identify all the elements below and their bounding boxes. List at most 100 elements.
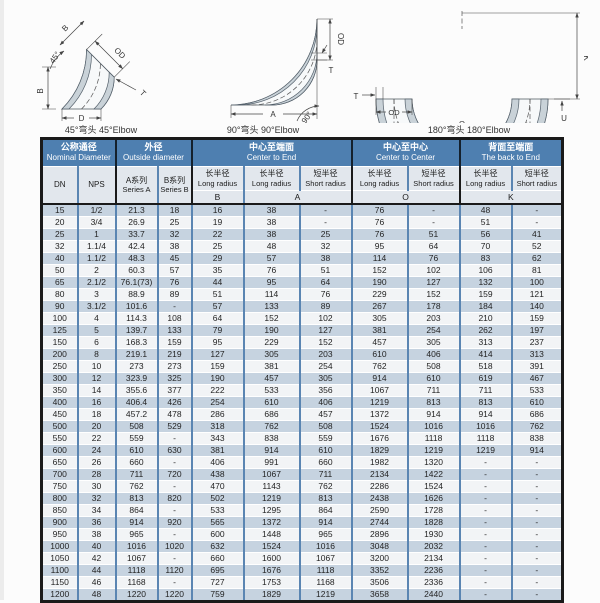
cell-b_long_radius: 502	[190, 492, 244, 505]
diagram-180-elbow: T OD O K U 180°弯头 180°Elbow	[350, 11, 588, 136]
cell-a_short_radius: 1118	[298, 564, 352, 577]
cell-nps: 3.1/2	[76, 300, 116, 313]
cell-k_short_radius: 41	[510, 228, 563, 241]
cell-series_a: 1067	[114, 552, 158, 565]
cell-o_short_radius: -	[406, 204, 460, 217]
cell-k_short_radius: -	[510, 540, 563, 553]
table-row: 650 26 660-406 991 660 1982 1320- -	[41, 456, 563, 469]
cell-b_long_radius: 19	[190, 216, 244, 229]
table-row: 1200 48 1220 1220 759 1829 1219 3658 2440- -	[41, 588, 563, 602]
group-zh: 中心至中心	[383, 142, 429, 152]
cell-nps: 32	[76, 492, 116, 505]
cell-k_short_radius: -	[510, 204, 563, 217]
group-back-to-end: 背面至端面 The back to End	[458, 138, 563, 167]
cell-nps: 36	[76, 516, 116, 529]
cell-a_long_radius: 229	[242, 336, 300, 349]
cell-series_b: -	[156, 432, 192, 445]
cell-dn: 250	[41, 360, 78, 373]
cell-o_short_radius: 102	[406, 264, 460, 277]
cell-a_short_radius: 508	[298, 420, 352, 433]
cell-nps: 34	[76, 504, 116, 517]
cell-k_short_radius: -	[510, 576, 563, 589]
cell-o_short_radius: 2134	[406, 552, 460, 565]
cell-a_long_radius: 1600	[242, 552, 300, 565]
dim-label-b-height: B	[36, 88, 45, 93]
cell-k_long_radius: 1016	[458, 420, 512, 433]
cell-k_long_radius: 813	[458, 396, 512, 409]
cell-k_short_radius: -	[510, 480, 563, 493]
cell-k_short_radius: 610	[510, 396, 563, 409]
cell-o_short_radius: 305	[406, 336, 460, 349]
cell-nps: 6	[76, 336, 116, 349]
cell-nps: 12	[76, 372, 116, 385]
cell-a_long_radius: 457	[242, 372, 300, 385]
cell-a_short_radius: 965	[298, 528, 352, 541]
cell-b_long_radius: 51	[190, 288, 244, 301]
cell-k_short_radius: -	[510, 552, 563, 565]
cell-series_a: 42.4	[114, 240, 158, 253]
cell-b_long_radius: 406	[190, 456, 244, 469]
cell-a_long_radius: 533	[242, 384, 300, 397]
cell-dn: 850	[41, 504, 78, 517]
group-en: The back to End	[481, 153, 540, 162]
cell-series_b: 720	[156, 468, 192, 481]
cell-a_short_radius: 1016	[298, 540, 352, 553]
cell-series_a: 88.9	[114, 288, 158, 301]
cell-b_long_radius: 190	[190, 372, 244, 385]
cell-k_long_radius: 518	[458, 360, 512, 373]
table-row: 200 8 219.1 219 127 305 203 610 406 414 313	[41, 348, 563, 361]
cell-series_b: 325	[156, 372, 192, 385]
dim-label-od: OD	[388, 108, 400, 117]
col-o-short-radius: 短半径 Short radius	[406, 166, 460, 191]
cell-series_b: 820	[156, 492, 192, 505]
cell-series_a: 323.9	[114, 372, 158, 385]
cell-nps: 10	[76, 360, 116, 373]
cell-o_short_radius: 152	[406, 288, 460, 301]
cell-k_short_radius: 159	[510, 312, 563, 325]
cell-series_b: -	[156, 528, 192, 541]
cell-o_short_radius: 2236	[406, 564, 460, 577]
cell-k_short_radius: -	[510, 528, 563, 541]
cell-a_short_radius: 1067	[298, 552, 352, 565]
cell-b_long_radius: 95	[190, 336, 244, 349]
cell-o_short_radius: 1626	[406, 492, 460, 505]
cell-o_short_radius: 1320	[406, 456, 460, 469]
letter-a: A	[242, 190, 352, 205]
group-zh: 外径	[144, 142, 163, 152]
cell-series_a: 1168	[114, 576, 158, 589]
table-row: 900 36 914 920 565 1372 914 2744 1828- -	[41, 516, 563, 529]
cell-o_short_radius: 914	[406, 408, 460, 421]
table-row: 350 14 355.6 377 222 533 356 1067 711 711 533	[41, 384, 563, 397]
cell-dn: 200	[41, 348, 78, 361]
cell-o_short_radius: 203	[406, 312, 460, 325]
cell-b_long_radius: 222	[190, 384, 244, 397]
table-row: 1000 40 1016 1020 632 1524 1016 3048 2032- -	[41, 540, 563, 553]
cell-b_long_radius: 22	[190, 228, 244, 241]
cell-k_short_radius: 533	[510, 384, 563, 397]
cell-a_long_radius: 1067	[242, 468, 300, 481]
cell-k_short_radius: -	[510, 216, 563, 229]
cell-b_long_radius: 127	[190, 348, 244, 361]
cell-dn: 800	[41, 492, 78, 505]
cell-dn: 600	[41, 444, 78, 457]
cell-nps: 3	[76, 288, 116, 301]
cell-k_short_radius: 391	[510, 360, 563, 373]
cell-k_long_radius: 159	[458, 288, 512, 301]
cell-k_short_radius: 100	[510, 276, 563, 289]
cell-series_b: 32	[156, 228, 192, 241]
cell-series_b: 920	[156, 516, 192, 529]
cell-o_short_radius: -	[406, 216, 460, 229]
cell-nps: 18	[76, 408, 116, 421]
cell-a_long_radius: 1295	[242, 504, 300, 517]
cell-o_short_radius: 1728	[406, 504, 460, 517]
caption-45-elbow: 45°弯头 45°Elbow	[64, 125, 138, 135]
cell-k_long_radius: 313	[458, 336, 512, 349]
table-row: 800 32 813 820 502 1219 813 2438 1626- -	[41, 492, 563, 505]
table-row: 1100 44 1118 1120 695 1676 1118 3352 2236- -	[41, 564, 563, 577]
cell-b_long_radius: 695	[190, 564, 244, 577]
90-elbow-drawing: OD T A 90°	[230, 18, 345, 123]
cell-a_short_radius: 305	[298, 372, 352, 385]
cell-nps: 28	[76, 468, 116, 481]
cell-dn: 1050	[41, 552, 78, 565]
cell-dn: 15	[41, 204, 78, 217]
